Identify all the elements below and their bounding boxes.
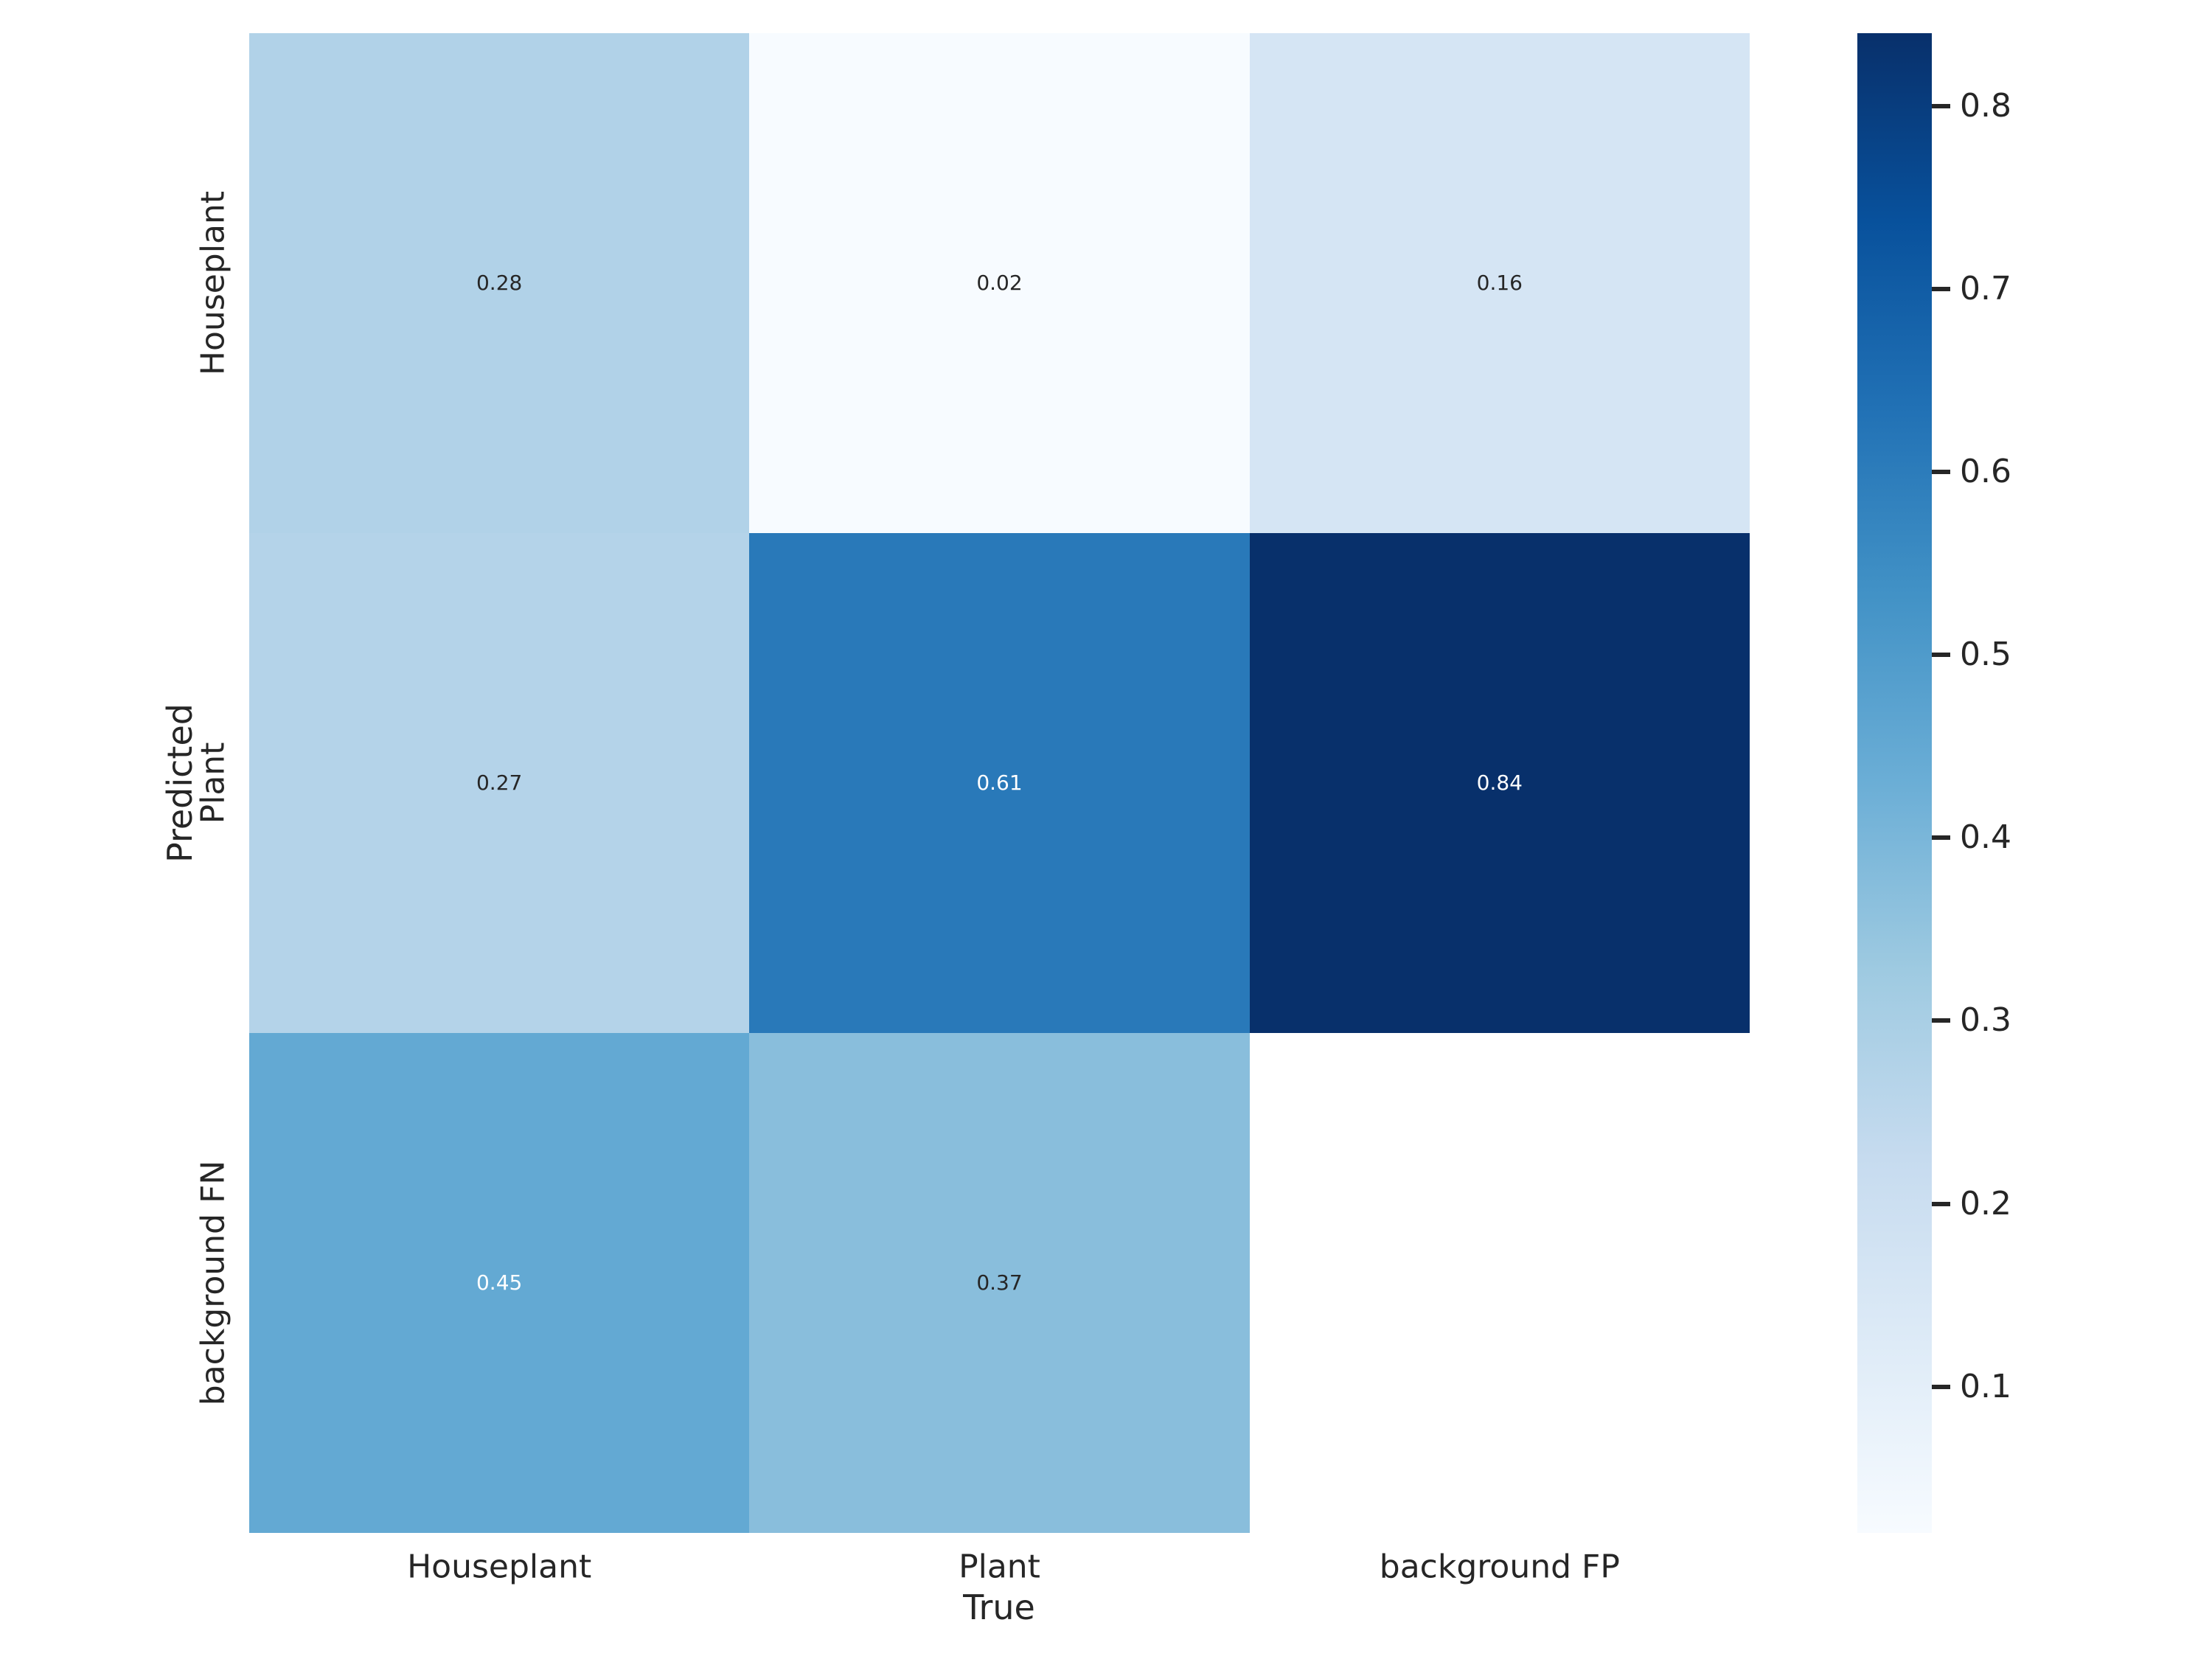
colorbar-tick-label-3: 0.5 (1960, 636, 2011, 674)
cell-value: 0.27 (476, 771, 523, 795)
colorbar-tick-mark-3 (1932, 653, 1950, 658)
cell-value: 0.02 (976, 271, 1023, 295)
cell-value: 0.45 (476, 1270, 523, 1295)
heatmap-cell-r1-c2: 0.84 (1249, 533, 1750, 1033)
heatmap-cell-r0-c1: 0.02 (749, 33, 1250, 533)
colorbar-tick-mark-1 (1932, 287, 1950, 292)
x-tick-label-0: Houseplant (407, 1548, 592, 1586)
colorbar-tick-label-4: 0.4 (1960, 818, 2011, 857)
heatmap-cell-r2-c1: 0.37 (749, 1033, 1250, 1533)
y-tick-label-2: background FN (194, 1160, 232, 1406)
colorbar-tick-label-6: 0.2 (1960, 1184, 2011, 1222)
heatmap-cell-r1-c1: 0.61 (749, 533, 1250, 1033)
heatmap-cell-r2-c2 (1249, 1033, 1750, 1533)
heatmap-cell-r1-c0: 0.27 (249, 533, 750, 1033)
heatmap-cell-r2-c0: 0.45 (249, 1033, 750, 1533)
colorbar-tick-mark-2 (1932, 470, 1950, 475)
y-tick-label-0: Houseplant (194, 190, 232, 376)
cell-value: 0.84 (1476, 771, 1523, 795)
colorbar-tick-mark-7 (1932, 1384, 1950, 1389)
cell-value: 0.37 (976, 1270, 1023, 1295)
colorbar-tick-mark-4 (1932, 835, 1950, 841)
cell-value: 0.61 (976, 771, 1023, 795)
x-axis-title: True (963, 1587, 1035, 1627)
colorbar-tick-label-1: 0.7 (1960, 270, 2011, 308)
heatmap-cell-r0-c2: 0.16 (1249, 33, 1750, 533)
colorbar-tick-label-7: 0.1 (1960, 1367, 2011, 1405)
colorbar-tick-label-2: 0.6 (1960, 453, 2011, 491)
colorbar (1857, 33, 1932, 1533)
cell-value: 0.16 (1476, 271, 1523, 295)
heatmap-grid: 0.28 0.02 0.16 0.27 0.61 0.84 0.45 0.37 (249, 33, 1750, 1533)
colorbar-tick-mark-5 (1932, 1018, 1950, 1023)
y-tick-label-1: Plant (194, 742, 232, 824)
colorbar-tick-mark-0 (1932, 104, 1950, 109)
colorbar-tick-label-5: 0.3 (1960, 1001, 2011, 1040)
cell-value: 0.28 (476, 271, 523, 295)
x-tick-label-2: background FP (1379, 1548, 1620, 1586)
colorbar-tick-label-0: 0.8 (1960, 87, 2011, 125)
colorbar-tick-mark-6 (1932, 1201, 1950, 1206)
y-axis-title: Predicted (160, 703, 200, 863)
x-tick-label-1: Plant (959, 1548, 1040, 1586)
heatmap-cell-r0-c0: 0.28 (249, 33, 750, 533)
